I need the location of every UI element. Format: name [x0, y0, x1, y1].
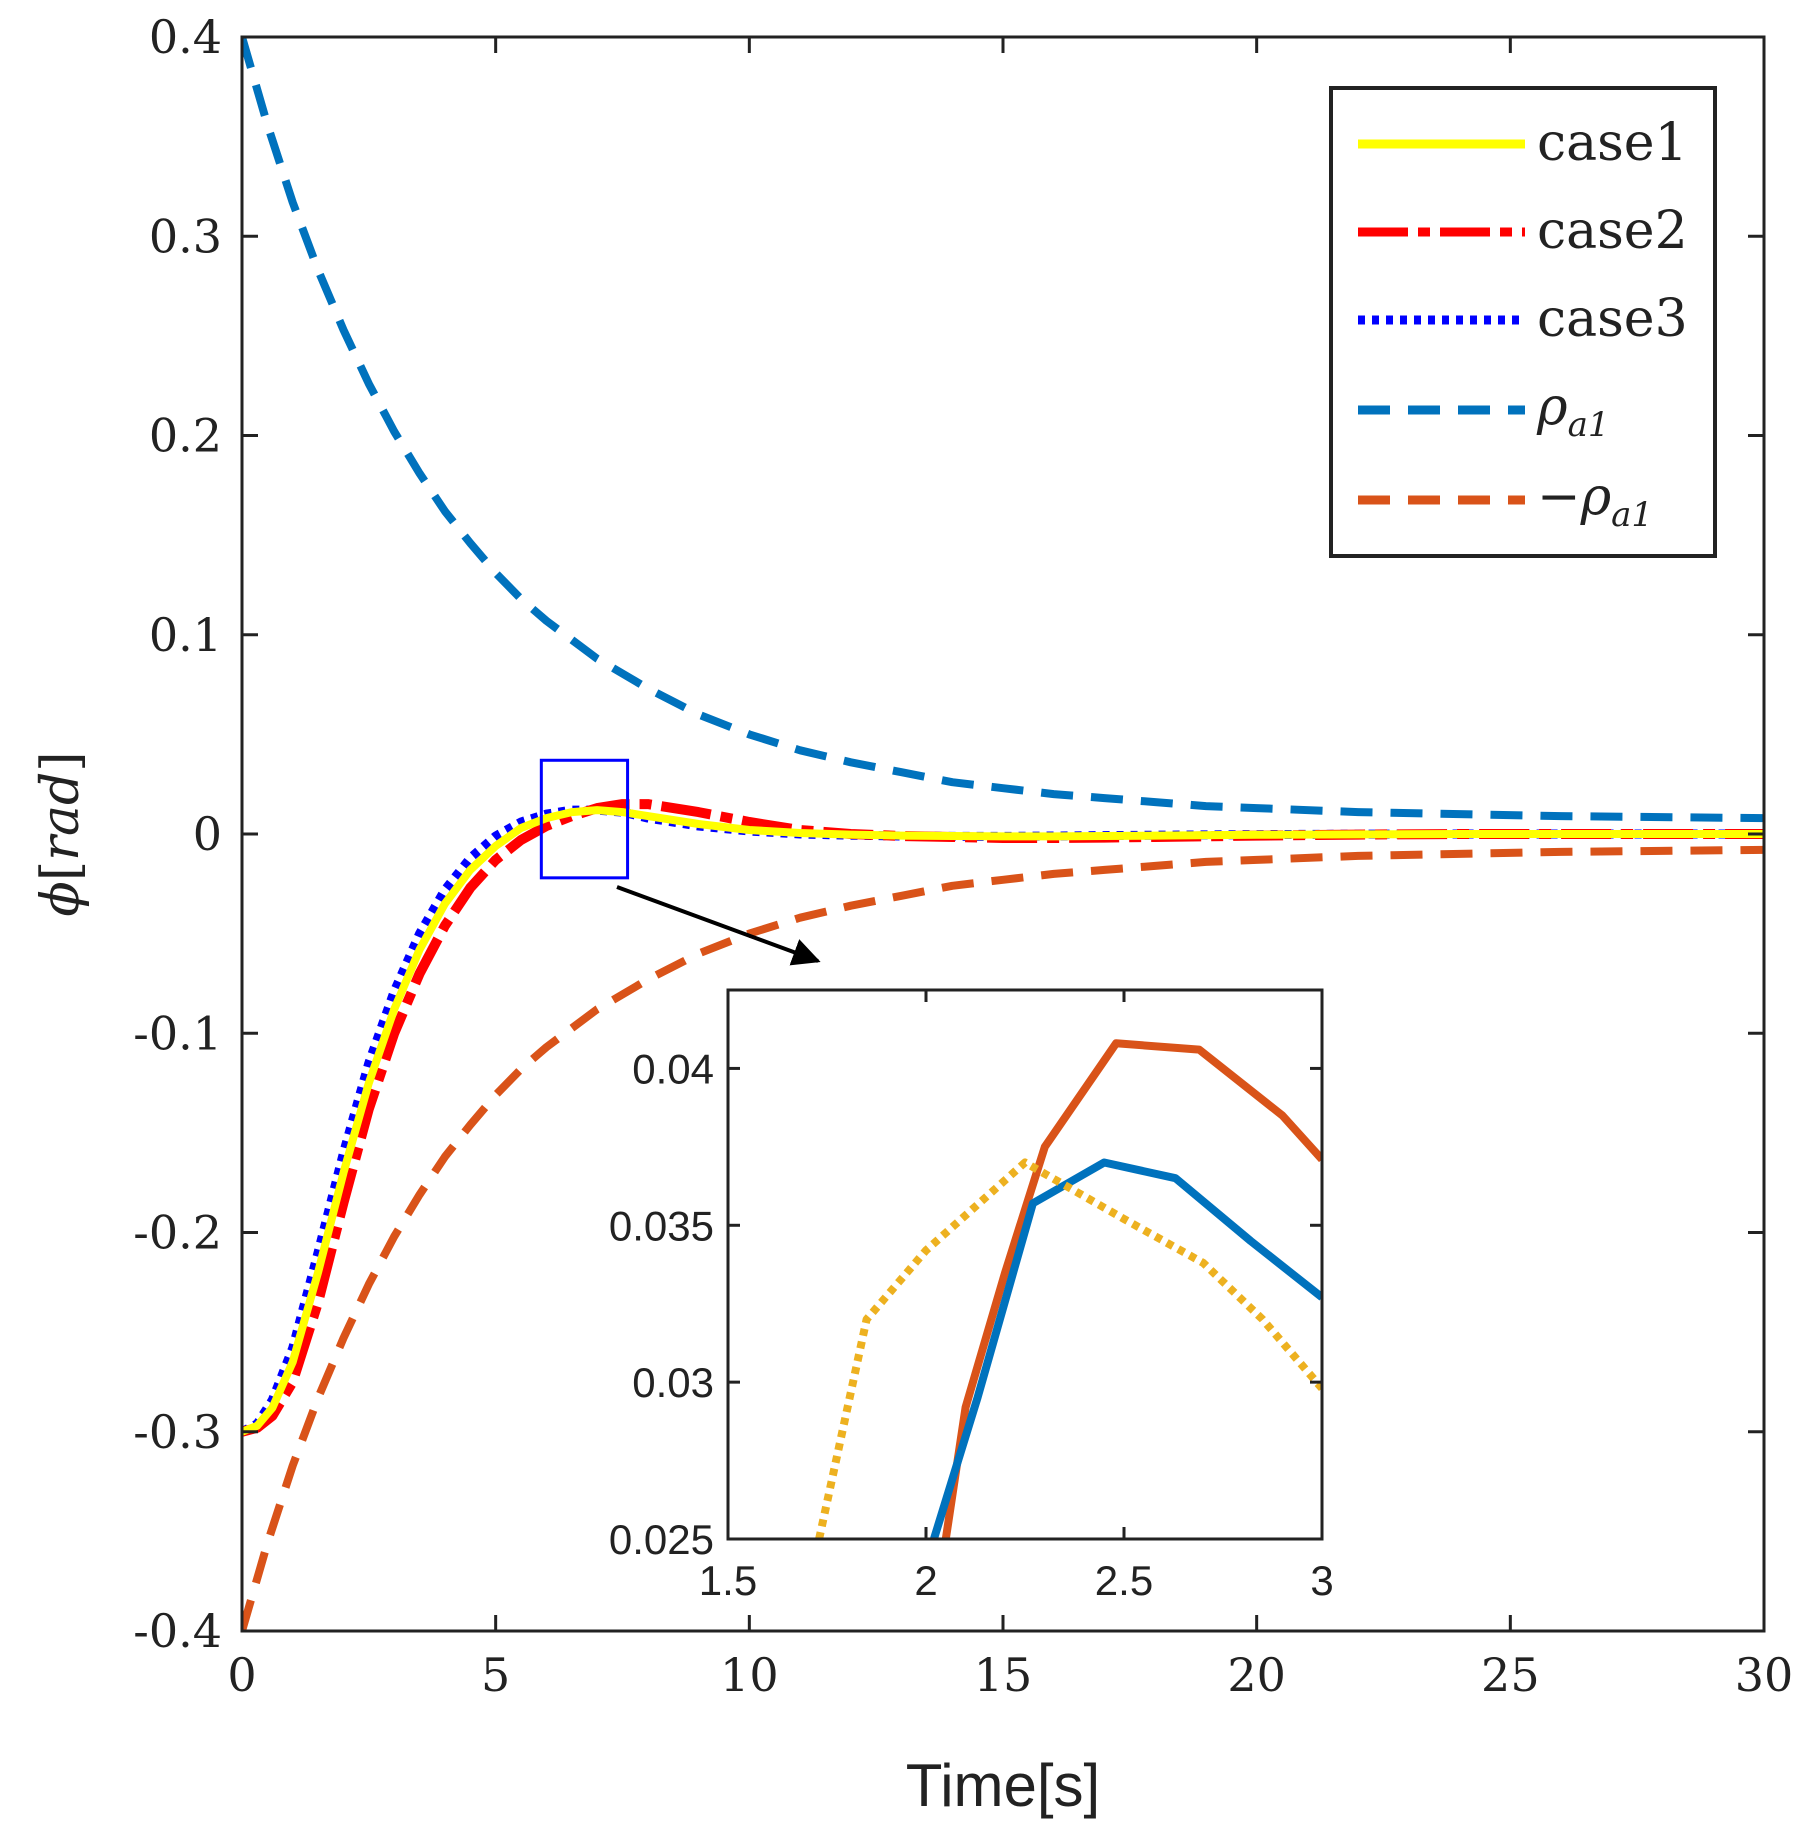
main-y-tick-labels: 0.4 0.3 0.2 0.1 0 -0.1 -0.2 -0.3 -0.4 — [133, 10, 222, 1658]
legend-label-case1: case1 — [1537, 113, 1688, 173]
y-tick-label: -0.4 — [133, 1604, 222, 1658]
y-axis-label: ϕ[rad] — [31, 751, 91, 916]
inset-series-group — [815, 1039, 1322, 1539]
legend-entry-neg-rho-a1: −ρa1 — [1358, 467, 1653, 535]
zoom-arrow — [616, 885, 821, 966]
main-x-tick-labels: 0 5 10 15 20 25 30 — [227, 1648, 1793, 1702]
legend-entry-rho-a1: ρa1 — [1358, 377, 1609, 445]
series-line-case1 — [242, 806, 1764, 1436]
x-tick-label: 20 — [1227, 1648, 1286, 1702]
y-tick-label: -0.2 — [133, 1206, 222, 1260]
x-axis-label: Time[s] — [906, 1752, 1100, 1819]
y-tick-label: 0.3 — [149, 209, 222, 263]
series-line-a1 — [242, 845, 1764, 1631]
legend-label-case2: case2 — [1537, 201, 1688, 261]
legend-label-neg-rho-a1: −ρa1 — [1537, 467, 1653, 535]
inset-x-tick-label: 3 — [1310, 1557, 1333, 1604]
inset-y-tick-label: 0.035 — [609, 1202, 714, 1249]
y-tick-label: 0.4 — [149, 10, 222, 64]
inset-x-tick-label: 2.5 — [1095, 1557, 1153, 1604]
main-axes-frame — [240, 35, 1766, 1633]
inset-x-tick-label: 1.5 — [699, 1557, 757, 1604]
legend-label-case3: case3 — [1537, 289, 1688, 349]
zoom-region-box — [539, 758, 630, 880]
series-line-a1 — [242, 37, 1764, 823]
inset-y-tick-label: 0.025 — [609, 1516, 714, 1563]
legend-box — [1329, 86, 1717, 558]
legend-entry-case1: case1 — [1358, 113, 1688, 173]
inset-y-tick-label: 0.04 — [632, 1045, 714, 1092]
y-tick-label: -0.3 — [133, 1405, 222, 1459]
inset-axes: 1.5 2 2.5 3 0.025 0.03 0.035 0.04 — [609, 988, 1334, 1604]
legend-entry-case3: case3 — [1358, 289, 1688, 349]
inset-plot-area — [728, 990, 1322, 1539]
inset-series-line-orange — [941, 1039, 1322, 1539]
main-series-group — [242, 37, 1764, 1631]
legend-label-rho-a1: ρa1 — [1536, 377, 1609, 445]
x-tick-label: 5 — [481, 1648, 510, 1702]
x-tick-label: 15 — [974, 1648, 1033, 1702]
inset-series-line-blue — [930, 1158, 1322, 1539]
y-tick-label: 0 — [193, 807, 222, 861]
x-tick-label: 10 — [720, 1648, 779, 1702]
x-tick-label: 0 — [227, 1648, 256, 1702]
inset-axes-frame — [726, 988, 1324, 1541]
legend-entry-case2: case2 — [1358, 201, 1688, 261]
inset-x-tick-label: 2 — [914, 1557, 937, 1604]
y-tick-label: 0.1 — [149, 608, 222, 662]
inset-x-tick-labels: 1.5 2 2.5 3 — [699, 1557, 1334, 1604]
inset-y-tick-label: 0.03 — [632, 1359, 714, 1406]
x-tick-label: 30 — [1735, 1648, 1794, 1702]
inset-y-tick-labels: 0.025 0.03 0.035 0.04 — [609, 1045, 714, 1563]
y-tick-label: -0.1 — [133, 1006, 222, 1060]
x-tick-label: 25 — [1481, 1648, 1540, 1702]
series-line-case2 — [242, 799, 1764, 1437]
legend: case1 case2 case3 ρa1 −ρa1 — [1329, 86, 1717, 558]
y-tick-label: 0.2 — [149, 409, 222, 463]
inset-series-line-yellow — [815, 1158, 1322, 1539]
